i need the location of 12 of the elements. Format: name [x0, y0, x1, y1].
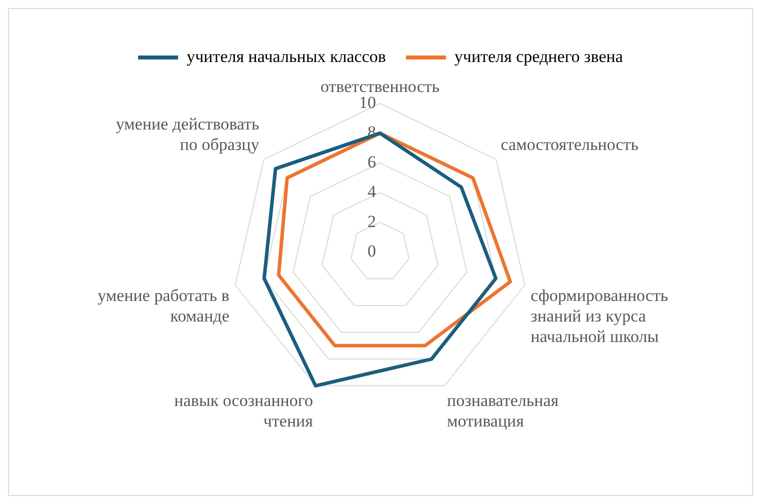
spoke-label: познавательная мотивация — [447, 390, 559, 430]
spoke-label: навык осознанного чтения — [174, 390, 314, 430]
y-tick-label: 0 — [368, 241, 376, 260]
y-tick-label: 4 — [368, 182, 376, 202]
legend-label: учителя среднего звена — [454, 46, 624, 66]
spoke-label: самостоятельность — [500, 134, 639, 154]
spoke-label: сформированность знаний из курса начальной школы — [530, 286, 668, 346]
y-tick-label: 2 — [368, 212, 376, 231]
spoke-label: умение работать в команде — [98, 286, 230, 326]
spoke-label: умение действовать по образцу — [116, 114, 260, 154]
legend-label: учителя начальных классов — [186, 46, 386, 66]
y-tick-label: 6 — [368, 152, 376, 172]
